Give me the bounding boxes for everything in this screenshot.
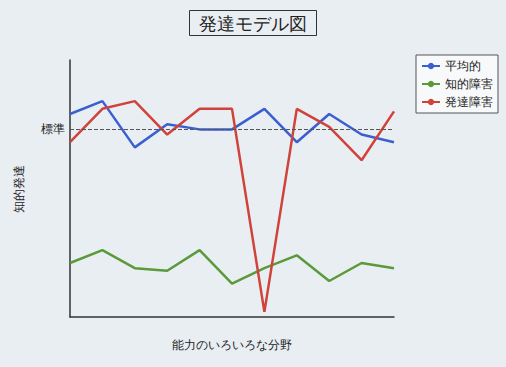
svg-text:知的障害: 知的障害 <box>445 77 493 91</box>
svg-text:平均的: 平均的 <box>445 59 481 73</box>
svg-text:能力のいろいろな分野: 能力のいろいろな分野 <box>172 338 292 352</box>
svg-text:標準: 標準 <box>41 122 65 136</box>
svg-text:発達障害: 発達障害 <box>445 95 493 109</box>
svg-text:知的発達: 知的発達 <box>12 165 26 213</box>
svg-text:発達モデル図: 発達モデル図 <box>199 13 307 34</box>
